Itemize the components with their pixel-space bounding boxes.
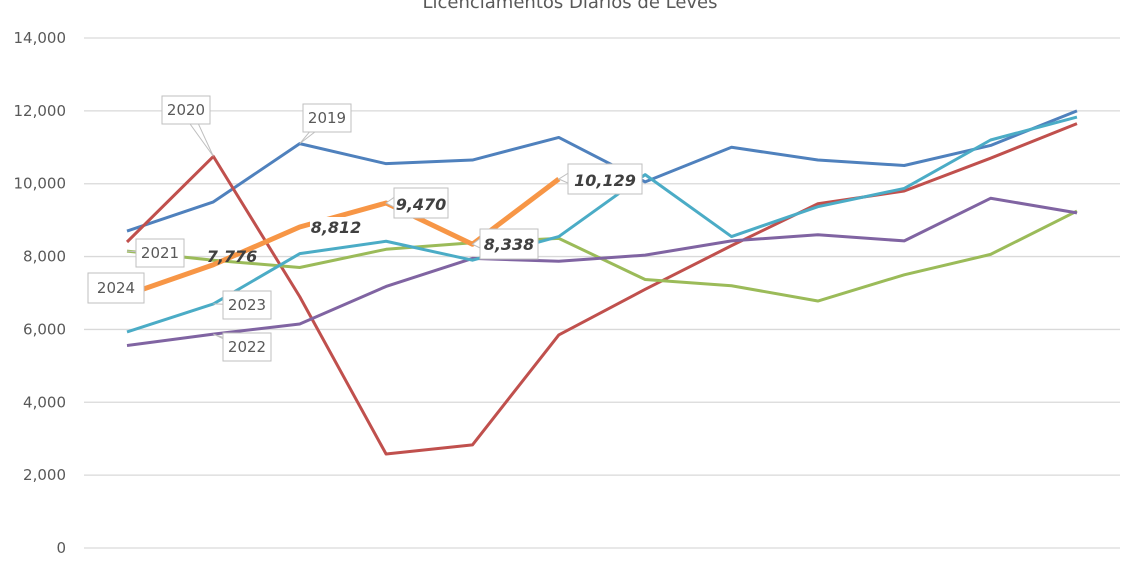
- data-label-2024: 8,338: [484, 235, 535, 254]
- x-tick-label: Nov: [976, 568, 1005, 570]
- series-label-2024: 2024: [97, 279, 135, 297]
- data-label-2024: 7,776: [207, 247, 258, 266]
- callout-box: [161, 95, 211, 125]
- x-tick-label: Abr: [373, 568, 400, 570]
- y-tick-label: 4,000: [23, 393, 66, 411]
- data-label-2024: 10,129: [574, 171, 636, 190]
- callout-box: [135, 238, 185, 268]
- x-tick-label: Mai: [459, 568, 485, 570]
- y-tick-label: 2,000: [23, 466, 66, 484]
- y-tick-label: 10,000: [14, 175, 67, 193]
- x-tick-label: Jun: [546, 568, 570, 570]
- x-tick-label: Jan: [114, 568, 138, 570]
- series-label-2019: 2019: [308, 109, 346, 127]
- y-tick-label: 14,000: [14, 29, 67, 47]
- x-tick-label: Ago: [717, 568, 746, 570]
- series-line-2020: [125, 122, 1078, 456]
- data-label-box: [567, 163, 643, 195]
- data-label-2024: 8,812: [311, 218, 362, 237]
- series-label-2023: 2023: [228, 296, 266, 314]
- y-tick-label: 6,000: [23, 320, 66, 338]
- series-line-2023: [126, 115, 1078, 334]
- x-tick-label: Out: [891, 568, 918, 570]
- series-label-2022: 2022: [228, 338, 266, 356]
- x-tick-label: Set: [806, 568, 831, 570]
- data-label-box: [393, 187, 449, 219]
- data-label-2024: 9,470: [396, 195, 447, 214]
- data-label-box: [479, 228, 539, 260]
- callout-box: [302, 103, 352, 133]
- callout-box: [222, 332, 272, 362]
- y-tick-label: 12,000: [14, 102, 67, 120]
- series-label-2020: 2020: [167, 101, 205, 119]
- series-line-2019: [126, 109, 1078, 233]
- y-tick-label: 8,000: [23, 248, 66, 266]
- callout-box: [222, 290, 272, 320]
- series-line-2022: [126, 196, 1078, 347]
- chart-title: Licenciamentos Diários de Leves: [422, 0, 717, 13]
- x-tick-label: Jul: [635, 568, 654, 570]
- y-tick-label: 0: [56, 539, 66, 557]
- x-tick-label: Fev: [200, 568, 226, 570]
- x-tick-label: Dez: [1063, 568, 1092, 570]
- x-tick-label: Mar: [286, 568, 315, 570]
- callout-box: [87, 272, 145, 304]
- data-label-bg: [310, 217, 362, 239]
- series-label-2021: 2021: [141, 244, 179, 262]
